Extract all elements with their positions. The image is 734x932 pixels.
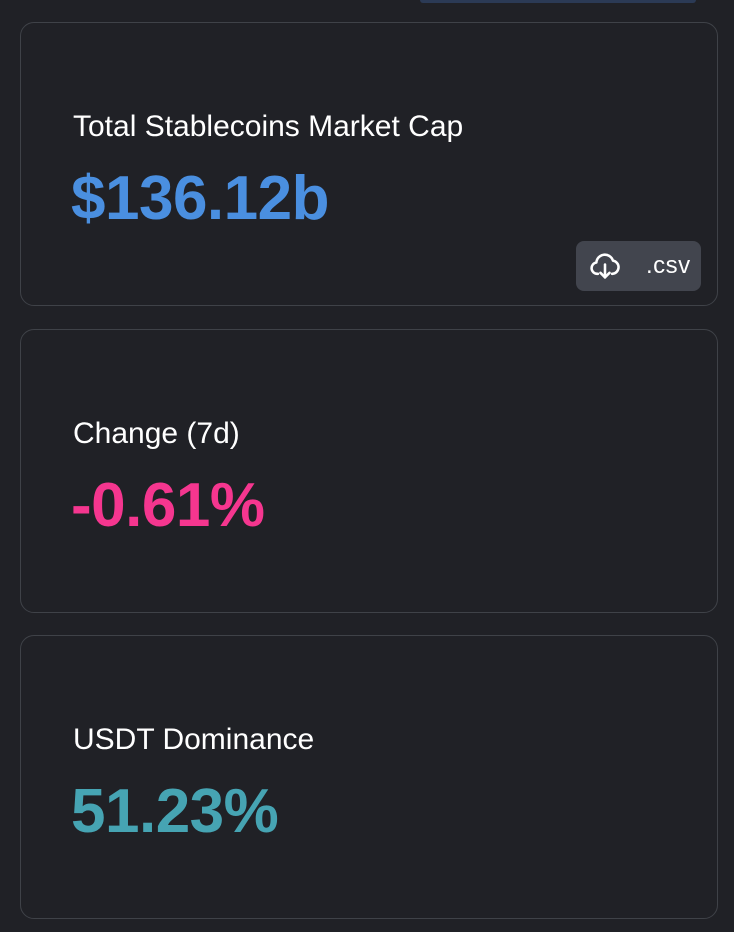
- market-cap-card: Total Stablecoins Market Cap $136.12b .c…: [20, 22, 718, 306]
- market-cap-label: Total Stablecoins Market Cap: [73, 110, 464, 143]
- usdt-dominance-value: 51.23%: [71, 777, 279, 846]
- change-7d-card: Change (7d) -0.61%: [20, 329, 718, 613]
- download-csv-button[interactable]: .csv: [576, 241, 701, 291]
- download-csv-label: .csv: [646, 252, 691, 279]
- cloud-download-icon: [588, 249, 622, 283]
- market-cap-value: $136.12b: [71, 164, 330, 233]
- top-strip: [420, 0, 696, 3]
- change-7d-value: -0.61%: [71, 471, 265, 540]
- usdt-dominance-card: USDT Dominance 51.23%: [20, 635, 718, 919]
- change-7d-label: Change (7d): [73, 417, 240, 450]
- usdt-dominance-label: USDT Dominance: [73, 723, 315, 756]
